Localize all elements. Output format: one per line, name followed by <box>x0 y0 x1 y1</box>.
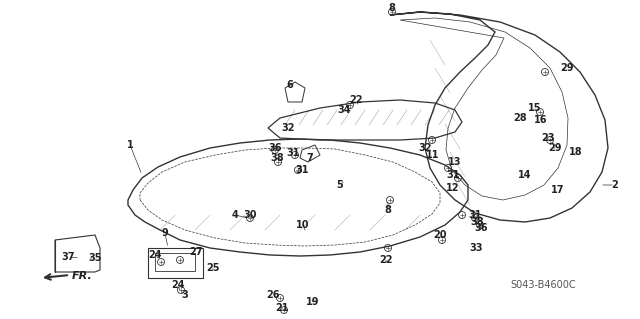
Text: 13: 13 <box>448 157 461 167</box>
Text: 31: 31 <box>446 170 460 180</box>
Text: 28: 28 <box>513 113 527 123</box>
Text: 38: 38 <box>270 153 284 163</box>
Text: 36: 36 <box>474 223 488 233</box>
Text: 23: 23 <box>541 133 555 143</box>
Text: 12: 12 <box>446 183 460 193</box>
Text: 25: 25 <box>206 263 220 273</box>
Text: 34: 34 <box>337 105 351 115</box>
Text: 15: 15 <box>528 103 541 113</box>
Text: 3: 3 <box>182 290 188 300</box>
Text: 26: 26 <box>266 290 280 300</box>
Text: 29: 29 <box>548 143 562 153</box>
Text: 5: 5 <box>337 180 344 190</box>
Bar <box>148 248 203 278</box>
Text: 16: 16 <box>534 115 548 125</box>
Text: 37: 37 <box>61 252 75 262</box>
Text: 31: 31 <box>468 210 482 220</box>
Text: 29: 29 <box>560 63 573 73</box>
Text: 10: 10 <box>296 220 310 230</box>
Text: 20: 20 <box>433 230 447 240</box>
Text: 32: 32 <box>281 123 295 133</box>
Text: 36: 36 <box>268 143 282 153</box>
Text: 24: 24 <box>148 250 162 260</box>
Text: 18: 18 <box>569 147 583 157</box>
Text: 22: 22 <box>380 255 393 265</box>
Text: 24: 24 <box>172 280 185 290</box>
Text: 30: 30 <box>243 210 257 220</box>
Text: 33: 33 <box>469 243 483 253</box>
Text: 17: 17 <box>551 185 564 195</box>
Text: 11: 11 <box>426 150 440 160</box>
Text: FR.: FR. <box>72 271 93 281</box>
Text: 22: 22 <box>349 95 363 105</box>
Text: 27: 27 <box>189 247 203 257</box>
Text: 9: 9 <box>162 228 168 238</box>
Text: 32: 32 <box>419 143 432 153</box>
Text: 21: 21 <box>275 303 289 313</box>
Text: 8: 8 <box>385 205 392 215</box>
Text: 4: 4 <box>232 210 238 220</box>
Text: 2: 2 <box>612 180 618 190</box>
Text: 35: 35 <box>88 253 102 263</box>
Bar <box>155 253 195 271</box>
Text: 1: 1 <box>127 140 133 150</box>
Text: 14: 14 <box>518 170 532 180</box>
Text: 19: 19 <box>307 297 320 307</box>
Text: 31: 31 <box>295 165 308 175</box>
Text: 6: 6 <box>287 80 293 90</box>
Text: 38: 38 <box>470 217 484 227</box>
Text: S043-B4600C: S043-B4600C <box>510 280 575 290</box>
Text: 31: 31 <box>286 148 300 158</box>
Text: 7: 7 <box>307 153 314 163</box>
Text: 8: 8 <box>388 3 396 13</box>
